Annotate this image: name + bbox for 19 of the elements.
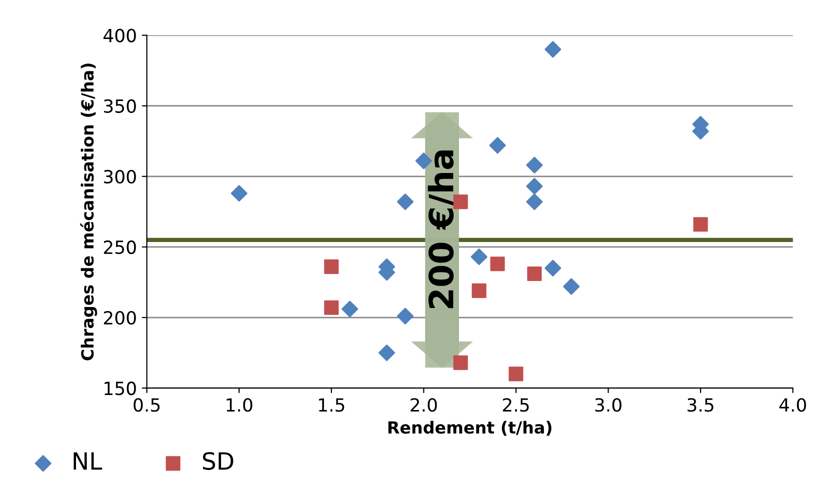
x-tick-label: 2.0 bbox=[410, 398, 437, 412]
x-axis-title: Rendement (t/ha) bbox=[388, 420, 552, 436]
x-tick-label: 0.5 bbox=[134, 398, 160, 412]
x-tick-label: 1.0 bbox=[226, 398, 252, 412]
x-tick-label: 1.5 bbox=[319, 398, 344, 412]
x-tick-label: 3.5 bbox=[688, 398, 714, 412]
x-tick-label: 2.5 bbox=[502, 398, 529, 412]
y-tick-label: 150 bbox=[104, 382, 136, 396]
x-tick-label: 4.0 bbox=[779, 398, 806, 412]
y-tick-label: 200 bbox=[104, 310, 136, 325]
y-tick-label: 350 bbox=[104, 99, 136, 113]
y-tick-label: 400 bbox=[104, 28, 136, 42]
legend-label: NL bbox=[74, 452, 102, 470]
y-tick-label: 250 bbox=[104, 240, 136, 254]
x-tick-label: 3.0 bbox=[595, 398, 622, 412]
annotation: 200 €/ha bbox=[428, 150, 456, 308]
y-axis-title: Chrages de mécanisation (€/ha) bbox=[80, 64, 98, 360]
y-tick-label: 300 bbox=[104, 170, 136, 184]
legend-label: SD bbox=[202, 452, 234, 470]
